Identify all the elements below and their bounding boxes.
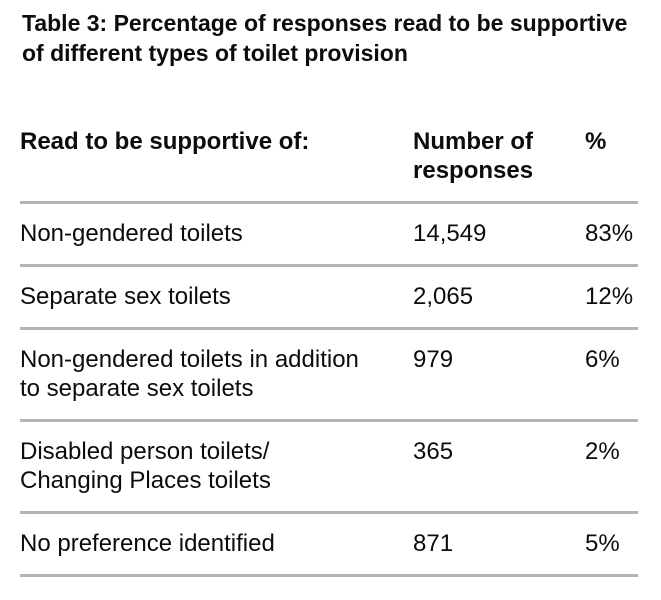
table-row: Non-gendered toilets in addition to sepa… bbox=[20, 328, 638, 422]
table-row: Separate sex toilets 2,065 12% bbox=[20, 265, 638, 330]
table-row: Non-gendered toilets 14,549 83% bbox=[20, 202, 638, 267]
column-header-responses: Number of responses bbox=[413, 127, 585, 204]
table-row: Disabled person toilets/ Changing Places… bbox=[20, 420, 638, 514]
row-label: Non-gendered toilets bbox=[20, 202, 413, 267]
header-row: Read to be supportive of: Number of resp… bbox=[20, 127, 638, 204]
table-header: Read to be supportive of: Number of resp… bbox=[20, 127, 638, 204]
row-percent: 2% bbox=[585, 420, 638, 514]
table-body: Non-gendered toilets 14,549 83% Separate… bbox=[20, 202, 638, 577]
row-percent: 12% bbox=[585, 265, 638, 330]
row-responses: 2,065 bbox=[413, 265, 585, 330]
table-title: Table 3: Percentage of responses read to… bbox=[22, 10, 628, 66]
row-responses: 14,549 bbox=[413, 202, 585, 267]
row-label: Non-gendered toilets in addition to sepa… bbox=[20, 328, 413, 422]
row-percent: 83% bbox=[585, 202, 638, 267]
row-label: Disabled person toilets/ Changing Places… bbox=[20, 420, 413, 514]
row-responses: 979 bbox=[413, 328, 585, 422]
row-responses: 871 bbox=[413, 512, 585, 577]
row-percent: 5% bbox=[585, 512, 638, 577]
column-header-percent: % bbox=[585, 127, 638, 204]
row-percent: 6% bbox=[585, 328, 638, 422]
table-row: No preference identified 871 5% bbox=[20, 512, 638, 577]
row-responses: 365 bbox=[413, 420, 585, 514]
column-header-category: Read to be supportive of: bbox=[20, 127, 413, 204]
row-label: Separate sex toilets bbox=[20, 265, 413, 330]
supportive-responses-table: Read to be supportive of: Number of resp… bbox=[20, 127, 638, 577]
row-label: No preference identified bbox=[20, 512, 413, 577]
